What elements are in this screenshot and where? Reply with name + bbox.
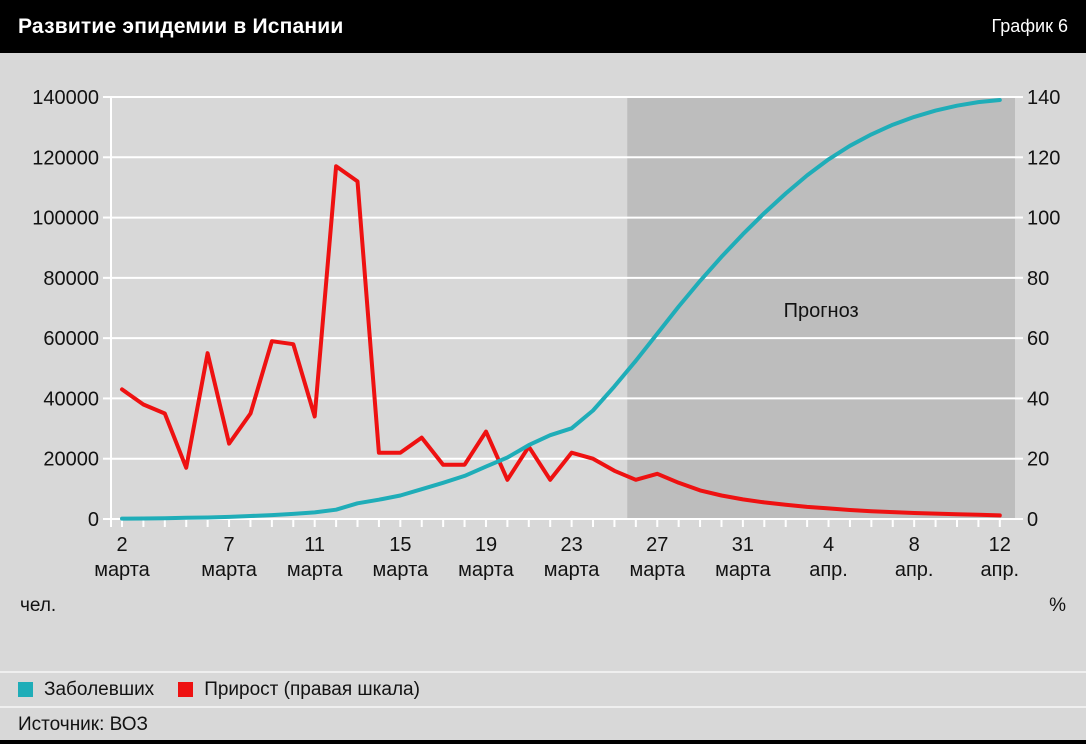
y-axis-right-label: 20 (1027, 449, 1049, 471)
chart-title: Развитие эпидемии в Испании (18, 14, 344, 38)
x-axis-label-month: апр. (809, 559, 848, 581)
legend-label-infected: Заболевших (44, 678, 155, 700)
x-axis-label-day: 7 (223, 534, 234, 556)
y-axis-left-label: 40000 (43, 388, 99, 410)
x-axis-label-day: 8 (909, 534, 920, 556)
y-axis-left-label: 140000 (32, 87, 99, 109)
series-line-growth (120, 164, 1002, 518)
y-axis-right-label: 120 (1027, 147, 1060, 169)
x-axis-label-day: 11 (304, 534, 325, 556)
chart-number: График 6 (991, 16, 1068, 36)
y-axis-left-label: 60000 (43, 328, 99, 350)
right-axis-unit-label: % (1049, 595, 1066, 616)
x-axis-label-month: марта (544, 559, 600, 581)
y-axis-right-label: 100 (1027, 208, 1060, 230)
x-axis-label-month: марта (458, 559, 514, 581)
x-axis-label-month: марта (715, 559, 771, 581)
x-axis-label-month: апр. (980, 559, 1019, 581)
legend: Заболевших Прирост (правая шкала) (0, 671, 1086, 708)
legend-swatch-infected-icon (18, 682, 33, 697)
x-axis-label-month: апр. (895, 559, 934, 581)
source-label: Источник: ВОЗ (18, 714, 148, 735)
y-axis-right-label: 140 (1027, 87, 1060, 109)
series-line-infected (120, 98, 1002, 521)
x-axis-label-day: 2 (116, 534, 127, 556)
x-axis-label-month: марта (287, 559, 343, 581)
legend-item-growth: Прирост (правая шкала) (178, 679, 420, 701)
bottom-divider (0, 740, 1086, 744)
y-axis-left-label: 120000 (32, 147, 99, 169)
x-axis-label-month: марта (629, 559, 685, 581)
x-axis-label-day: 27 (646, 534, 668, 556)
y-axis-left-label: 100000 (32, 208, 99, 230)
x-axis-label-month: марта (201, 559, 257, 581)
legend-item-infected: Заболевших (18, 679, 154, 701)
x-axis-label-day: 12 (989, 534, 1011, 556)
left-axis-unit-label: чел. (20, 595, 56, 616)
x-axis-label-day: 23 (560, 534, 582, 556)
forecast-label: Прогноз (784, 300, 859, 322)
x-axis-label-day: 19 (475, 534, 497, 556)
y-axis-left-label: 20000 (43, 449, 99, 471)
x-axis-label-month: марта (94, 559, 150, 581)
y-axis-right-label: 0 (1027, 509, 1038, 531)
y-axis-right-label: 40 (1027, 388, 1049, 410)
y-axis-left-label: 0 (88, 509, 99, 531)
legend-swatch-growth-icon (178, 682, 194, 697)
legend-label-growth: Прирост (правая шкала) (204, 678, 420, 700)
y-axis-right-label: 80 (1027, 268, 1049, 290)
x-axis-label-day: 15 (389, 534, 411, 556)
x-axis-label-day: 4 (823, 534, 834, 556)
y-axis-right-label: 60 (1027, 328, 1049, 350)
x-axis-label-day: 31 (732, 534, 754, 556)
x-axis-label-month: марта (373, 559, 429, 581)
source-row: Источник: ВОЗ (0, 710, 1086, 740)
header-bar: Развитие эпидемии в Испании График 6 (0, 0, 1086, 53)
y-axis-left-label: 80000 (43, 268, 99, 290)
line-chart-canvas: Прогноз 0 0 20000 20 40000 40 60000 60 80000 80 100… (20, 87, 1066, 616)
